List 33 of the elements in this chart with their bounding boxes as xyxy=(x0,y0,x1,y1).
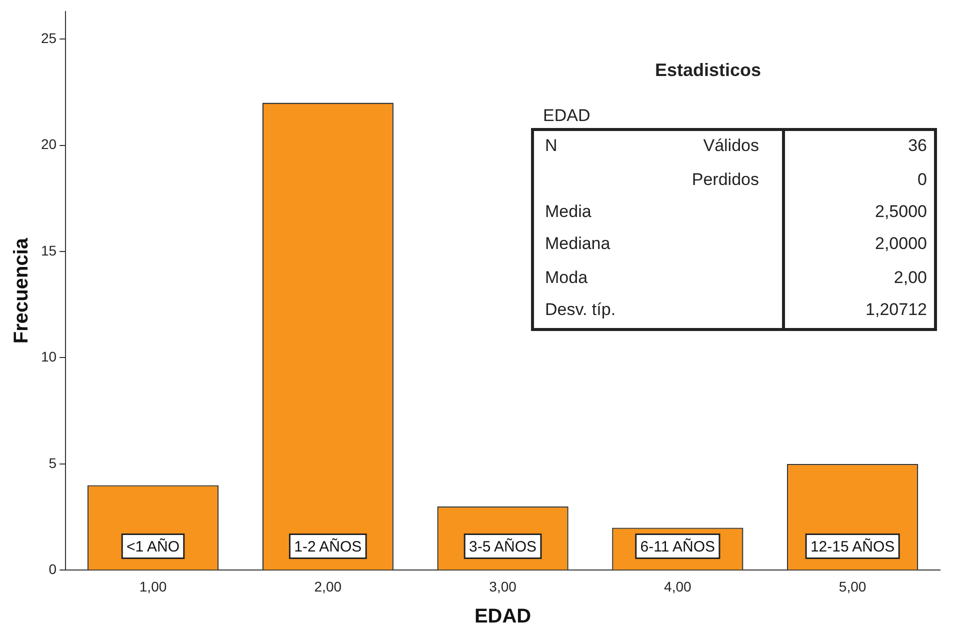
annotation: 1-2 AÑOS xyxy=(294,537,362,556)
x-axis-title: EDAD xyxy=(474,606,532,628)
annotation: 1,20712 xyxy=(866,300,927,320)
y-tick-label: 5 xyxy=(48,454,57,471)
y-tick-label: 25 xyxy=(40,30,57,46)
annotation: Media xyxy=(545,202,592,222)
y-tick-label: 20 xyxy=(40,136,57,152)
y-tick-label: 15 xyxy=(40,242,57,258)
annotation: 12-15 AÑOS xyxy=(810,537,895,556)
annotation: Perdidos xyxy=(692,170,759,190)
x-tick-label: 2,00 xyxy=(314,578,342,594)
annotation: Válidos xyxy=(703,136,759,156)
annotation: 2,5000 xyxy=(875,202,927,222)
x-tick-label: 5,00 xyxy=(838,578,866,594)
x-tick-label: 3,00 xyxy=(489,578,517,594)
annotation: <1 AÑO xyxy=(126,537,180,556)
x-tick-label: 1,00 xyxy=(139,578,167,594)
annotation: 36 xyxy=(908,136,927,156)
annotation: 6-11 AÑOS xyxy=(640,537,716,556)
annotation: 2,0000 xyxy=(875,234,927,254)
annotation: 0 xyxy=(918,170,927,190)
y-axis-title: Frecuencia xyxy=(10,237,33,344)
y-tick-label: 10 xyxy=(40,348,57,365)
annotation: Mediana xyxy=(545,234,610,254)
annotation: Desv. típ. xyxy=(545,300,616,320)
x-tick-label: 4,00 xyxy=(664,578,692,594)
annotation: Estadisticos xyxy=(655,60,762,81)
y-tick-label: 0 xyxy=(48,561,57,578)
annotation: 3-5 AÑOS xyxy=(469,537,537,556)
annotation: Moda xyxy=(545,268,588,288)
annotation: 2,00 xyxy=(894,268,927,288)
annotation: N xyxy=(545,136,558,156)
annotation: EDAD xyxy=(543,106,590,126)
